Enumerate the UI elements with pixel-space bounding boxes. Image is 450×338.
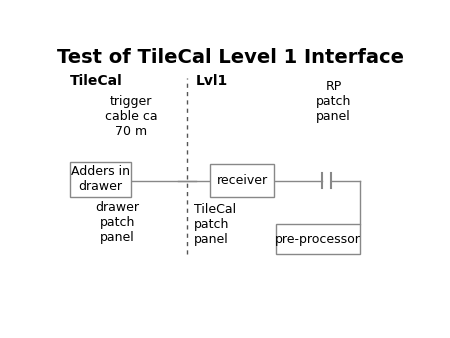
FancyBboxPatch shape <box>210 164 274 197</box>
FancyBboxPatch shape <box>70 162 131 197</box>
Text: TileCal
patch
panel: TileCal patch panel <box>194 202 236 245</box>
Text: Adders in
drawer: Adders in drawer <box>71 165 130 193</box>
Text: Lvl1: Lvl1 <box>196 74 228 88</box>
Text: drawer
patch
panel: drawer patch panel <box>95 201 140 244</box>
Text: Test of TileCal Level 1 Interface: Test of TileCal Level 1 Interface <box>57 48 404 67</box>
FancyBboxPatch shape <box>276 224 360 254</box>
Text: TileCal: TileCal <box>70 74 123 88</box>
Text: trigger
cable ca
70 m: trigger cable ca 70 m <box>105 95 158 138</box>
Text: pre-processor: pre-processor <box>275 233 361 245</box>
Text: receiver: receiver <box>216 174 267 187</box>
Text: RP
patch
panel: RP patch panel <box>316 80 351 123</box>
